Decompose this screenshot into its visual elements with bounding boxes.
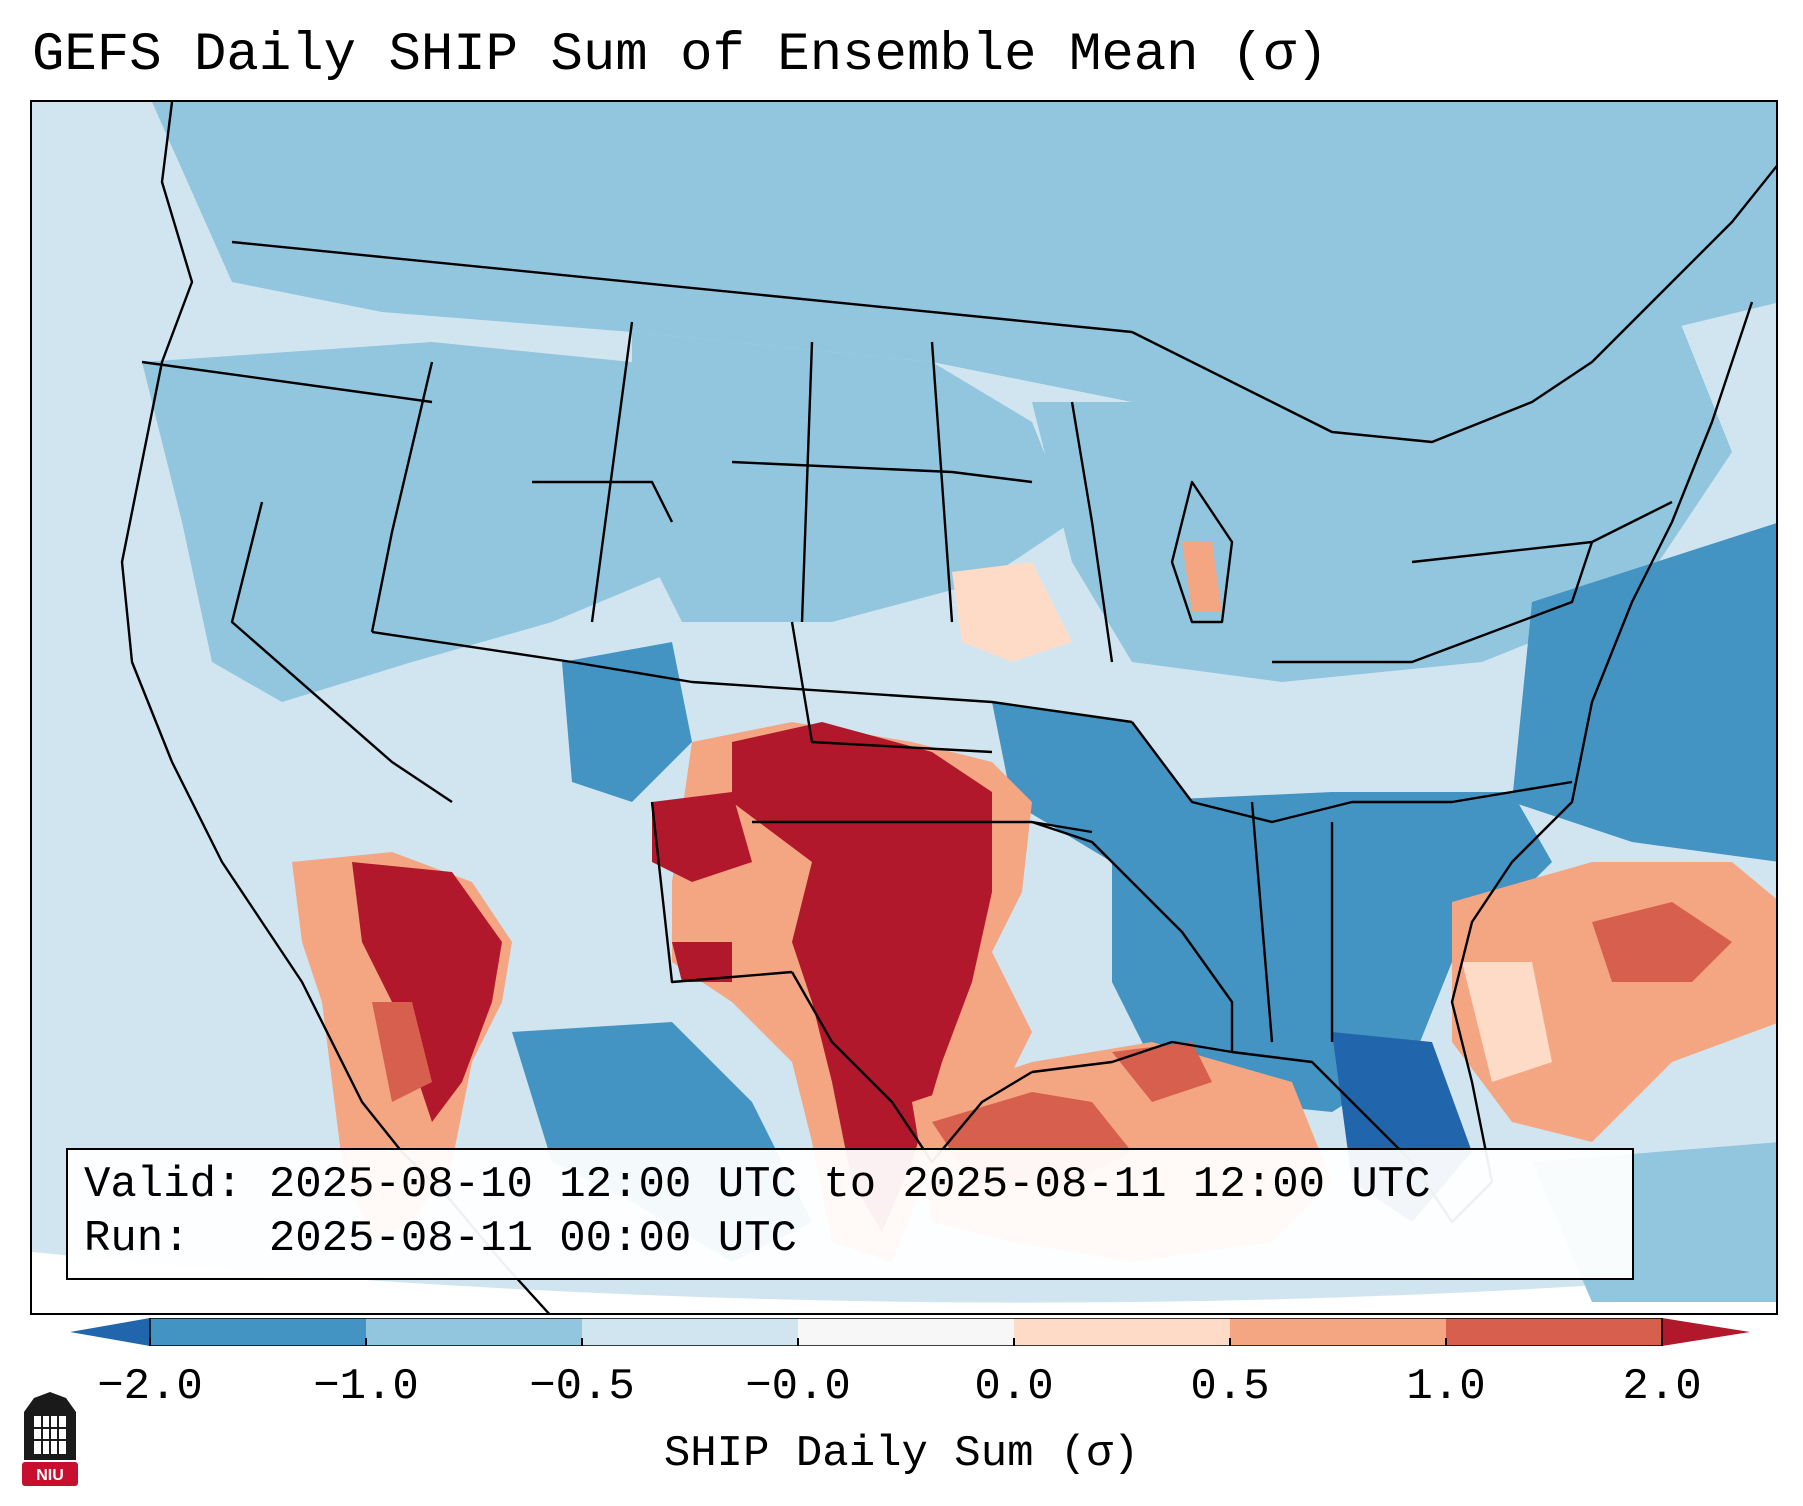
- colorado-field: [562, 642, 692, 802]
- dakota-border: [800, 341, 814, 623]
- colorbar-bin-2: [366, 1318, 582, 1346]
- colorbar-tick-label: 0.0: [974, 1362, 1054, 1412]
- wa-or-border: [141, 360, 433, 404]
- nv-border: [230, 501, 453, 803]
- canada-field: [152, 102, 1776, 432]
- niu-logo: NIU: [22, 1392, 78, 1486]
- colorbar-bin-5: [1014, 1318, 1230, 1346]
- texas-border: [790, 971, 1033, 1164]
- mn-border: [930, 341, 954, 623]
- logo-text: NIU: [36, 1467, 64, 1484]
- midwest-light-field: [952, 562, 1072, 662]
- colorbar-tick-label: 1.0: [1406, 1362, 1486, 1412]
- colorbar-tick-label: −2.0: [97, 1362, 203, 1412]
- wi-border: [1070, 401, 1114, 663]
- nm-max-field: [652, 792, 752, 882]
- ohio-valley-field: [992, 702, 1192, 862]
- atlantic-core-field: [1592, 902, 1732, 982]
- northwest-field: [142, 342, 732, 702]
- colorbar-over-arrow: [1662, 1318, 1750, 1346]
- nm-max-field-2: [672, 942, 732, 982]
- lake-michigan: [1170, 480, 1234, 624]
- al-border: [1250, 801, 1274, 1043]
- mississippi-border: [1031, 820, 1234, 1052]
- baja-core-field: [372, 1002, 432, 1102]
- run-time-text: Run: 2025-08-11 00:00 UTC: [84, 1214, 797, 1264]
- plains-field: [632, 332, 1072, 622]
- colorbar-under-arrow: [70, 1318, 150, 1346]
- ship-field-map: [32, 102, 1776, 1313]
- colorbar-tick-label: 0.5: [1190, 1362, 1270, 1412]
- mt-dakota-border: [590, 321, 634, 623]
- us-canada-border: [231, 240, 1133, 334]
- louisiana-core-field: [1112, 1042, 1212, 1102]
- colorbar-tick-label: 2.0: [1622, 1362, 1702, 1412]
- colorbar-bin-7: [1446, 1318, 1662, 1346]
- sd-ne-border: [731, 460, 1033, 484]
- boundaries: [120, 102, 1776, 1313]
- lake-michigan-spot: [1182, 542, 1222, 612]
- map-panel: [30, 100, 1778, 1315]
- ny-border: [1411, 500, 1673, 564]
- colorbar: [70, 1318, 1750, 1346]
- colorbar-bin-6: [1230, 1318, 1446, 1346]
- colorbar-bin-4: [798, 1318, 1014, 1346]
- arizona-max-field: [352, 862, 502, 1122]
- tn-border: [1131, 721, 1573, 824]
- colorbar-axis-label: SHIP Daily Sum (σ): [663, 1429, 1140, 1479]
- colorbar-tick-label: −1.0: [313, 1362, 419, 1412]
- colorbar-tick-label: −0.0: [745, 1362, 851, 1412]
- id-border: [370, 361, 434, 633]
- colorbar-tick-label: −0.5: [529, 1362, 635, 1412]
- map-title: GEFS Daily SHIP Sum of Ensemble Mean (σ): [32, 25, 1329, 86]
- valid-run-box: Valid: 2025-08-10 12:00 UTC to 2025-08-1…: [66, 1148, 1634, 1280]
- central-border: [371, 630, 1133, 724]
- colorbar-bin-3: [582, 1318, 798, 1346]
- valid-time-text: Valid: 2025-08-10 12:00 UTC to 2025-08-1…: [84, 1160, 1431, 1210]
- projection-edge: [32, 1252, 1776, 1313]
- northeast-border: [1131, 165, 1776, 444]
- atlantic-light-field: [1462, 962, 1552, 1082]
- wy-border: [532, 480, 674, 523]
- colorbar-bin-1: [150, 1318, 366, 1346]
- oh-pa-border: [1272, 541, 1594, 664]
- ks-border: [790, 621, 993, 754]
- nm-border: [650, 801, 793, 984]
